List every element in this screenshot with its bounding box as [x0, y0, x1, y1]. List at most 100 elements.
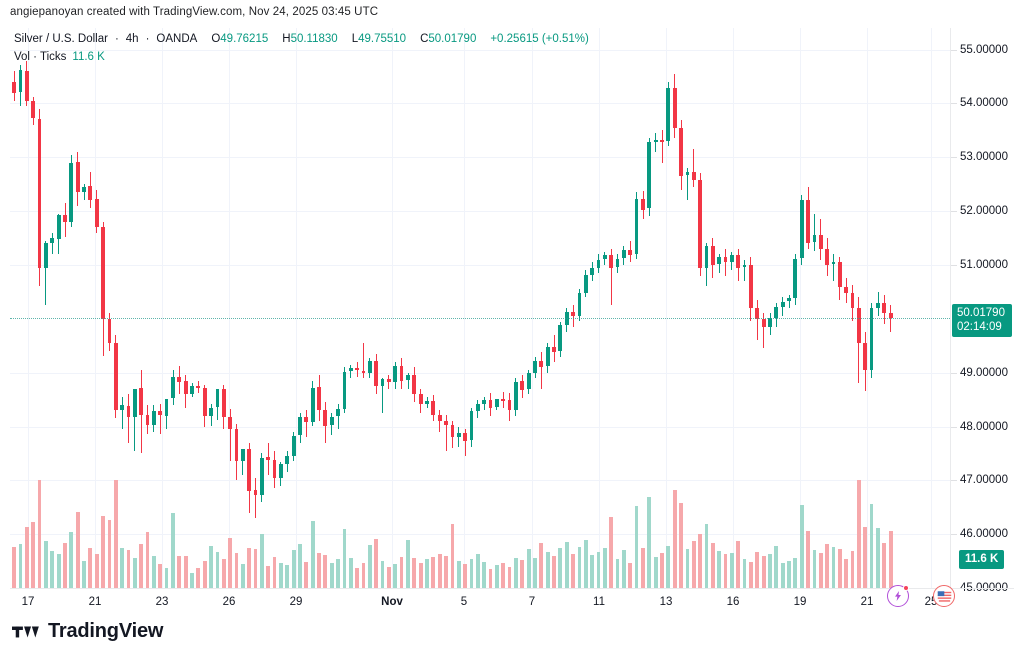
candle-body: [780, 301, 785, 307]
candle-wick: [407, 372, 409, 389]
volume-bar: [120, 548, 125, 588]
candle-body: [247, 449, 252, 492]
candle-body: [63, 215, 67, 222]
us-flag-icon[interactable]: [933, 585, 955, 607]
lightning-bolt-icon[interactable]: [887, 585, 909, 607]
legend-volume-label[interactable]: Vol · Ticks: [14, 51, 67, 63]
volume-bar: [533, 557, 537, 588]
candle-wick: [833, 254, 834, 282]
candle-body: [526, 372, 531, 389]
candle-body: [240, 449, 245, 461]
legend-open-tag: O: [211, 33, 221, 45]
price-tick-label: 48.00000: [960, 420, 1008, 433]
volume-bar: [698, 534, 703, 588]
volume-bar: [660, 552, 664, 588]
candle-body: [310, 387, 315, 423]
volume-bar: [679, 502, 683, 588]
price-tick-label: 53.00000: [960, 151, 1008, 164]
candle-body: [44, 243, 48, 268]
volume-bar: [685, 548, 690, 588]
candle-body: [50, 238, 55, 244]
candle-body: [545, 346, 550, 367]
last-price-badge[interactable]: 50.01790 02:14:09: [952, 303, 1012, 337]
candle-body: [221, 388, 226, 417]
candle-body: [647, 142, 652, 209]
legend-high-tag: H: [282, 33, 291, 45]
volume-bar: [583, 540, 588, 588]
candle-body: [336, 409, 340, 416]
candle-body: [590, 267, 595, 275]
price-tick-mark: [951, 372, 957, 374]
volume-bar: [634, 505, 639, 588]
candle-body: [259, 457, 264, 496]
candle-body: [609, 255, 614, 268]
price-tick-mark: [951, 480, 957, 482]
volume-bar: [266, 566, 271, 588]
candle-body: [94, 199, 99, 228]
candle-body: [348, 368, 353, 372]
volume-bar: [482, 561, 487, 588]
candle-body: [126, 406, 131, 417]
candle-wick: [655, 133, 657, 152]
volume-badge[interactable]: 11.6 K: [959, 550, 1005, 569]
candle-body: [831, 262, 836, 264]
volume-bar: [56, 553, 61, 588]
volume-bar: [215, 552, 220, 588]
candle-body: [367, 360, 372, 373]
volume-bar: [425, 558, 429, 588]
candle-body: [323, 410, 328, 427]
candle-wick: [763, 313, 765, 349]
candle-body: [602, 255, 607, 260]
legend-ohlc-row: Silver / U.S. Dollar · 4h · OANDA O49.76215 H5…: [14, 32, 589, 47]
volume-bar: [126, 549, 131, 588]
volume-bar: [412, 557, 417, 588]
candle-body: [691, 172, 696, 180]
candle-body: [615, 258, 620, 268]
chart-plot-area[interactable]: [10, 28, 950, 588]
volume-bar: [723, 553, 728, 588]
candle-wick: [813, 213, 815, 252]
time-tick-label: 21: [860, 596, 874, 608]
price-axis[interactable]: 55.00000 54.00000 53.00000 52.00000 51.00000…: [950, 28, 1014, 594]
candle-wick: [725, 248, 726, 276]
volume-bar: [475, 553, 480, 588]
candle-body: [317, 386, 321, 411]
volume-bar: [761, 555, 766, 588]
volume-bar: [139, 544, 144, 588]
candle-body: [704, 246, 709, 268]
volume-bar: [183, 556, 188, 588]
candle-body: [425, 400, 429, 404]
candle-body: [666, 88, 671, 142]
candle-body: [717, 256, 722, 264]
time-axis[interactable]: 17 21 23 26 29 Nov 5 7 11 13 16 19 21 25: [10, 588, 1014, 614]
volume-bar: [507, 566, 512, 588]
volume-bar: [825, 544, 830, 588]
candle-body: [729, 255, 734, 263]
candle-body: [628, 249, 633, 256]
candle-body: [812, 235, 817, 243]
price-tick-mark: [951, 103, 957, 105]
candle-body: [399, 366, 404, 381]
footer-brand-name: TradingView: [48, 620, 164, 642]
legend-high-value: 50.11830: [290, 33, 338, 45]
legend-symbol[interactable]: Silver / U.S. Dollar: [14, 33, 108, 45]
legend-interval[interactable]: 4h: [125, 33, 139, 45]
candle-body: [418, 394, 423, 404]
candle-wick: [661, 130, 663, 163]
volume-bar: [666, 546, 671, 588]
price-tick-mark: [951, 426, 957, 428]
candle-body: [653, 140, 658, 143]
time-tick-label: 19: [793, 596, 807, 608]
candle-body: [571, 312, 575, 317]
volume-bar: [882, 543, 887, 588]
candle-body: [450, 425, 455, 438]
volume-bar: [151, 556, 156, 588]
candle-body: [742, 264, 747, 268]
candle-wick: [242, 450, 244, 475]
volume-bar: [202, 560, 207, 588]
volume-bar: [355, 568, 360, 588]
volume-bar: [641, 547, 645, 588]
candle-body: [266, 456, 271, 460]
candle-body: [774, 306, 779, 318]
